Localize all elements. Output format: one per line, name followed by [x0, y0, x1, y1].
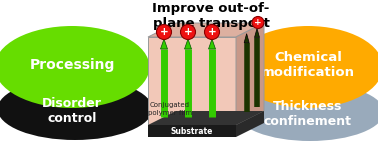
Circle shape: [156, 25, 172, 40]
Text: Improve out-of-
plane transport: Improve out-of- plane transport: [152, 2, 270, 30]
Polygon shape: [254, 29, 260, 37]
Polygon shape: [244, 34, 249, 43]
Ellipse shape: [0, 26, 150, 108]
Polygon shape: [236, 23, 264, 125]
Ellipse shape: [236, 83, 378, 141]
Polygon shape: [148, 37, 236, 125]
Polygon shape: [148, 125, 236, 137]
Text: Conjugated
polymer film: Conjugated polymer film: [148, 102, 192, 116]
Polygon shape: [184, 39, 192, 49]
Circle shape: [204, 25, 220, 40]
Polygon shape: [236, 111, 264, 137]
Text: +: +: [208, 27, 216, 37]
Text: Chemical
modification: Chemical modification: [261, 51, 355, 79]
Text: +: +: [160, 27, 168, 37]
Polygon shape: [209, 39, 215, 49]
Text: Thickness
confinement: Thickness confinement: [264, 100, 352, 128]
Ellipse shape: [233, 26, 378, 108]
Text: +: +: [184, 27, 192, 37]
Text: Disorder
control: Disorder control: [42, 97, 102, 125]
Text: Processing: Processing: [29, 58, 115, 72]
Circle shape: [181, 25, 195, 40]
Circle shape: [252, 16, 264, 29]
Ellipse shape: [0, 78, 152, 140]
Polygon shape: [161, 39, 167, 49]
Polygon shape: [148, 111, 264, 125]
Text: Substrate: Substrate: [171, 127, 213, 136]
Polygon shape: [148, 23, 264, 37]
Text: +: +: [254, 18, 262, 27]
